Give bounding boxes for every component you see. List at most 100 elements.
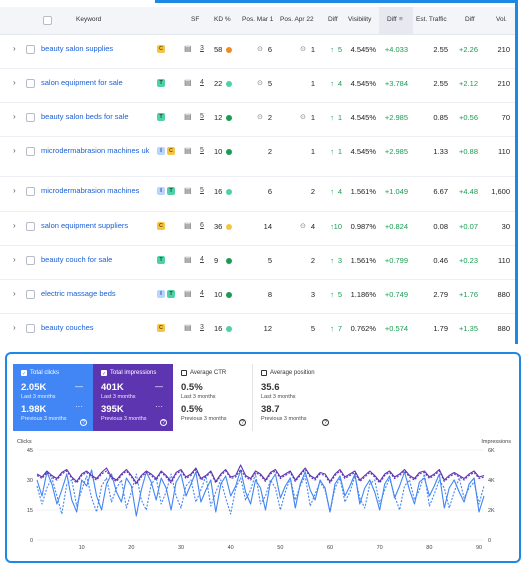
header-diff-traffic[interactable]: Diff: [465, 16, 475, 23]
row-checkbox[interactable]: [26, 147, 35, 156]
table-row[interactable]: › electric massage beds I T ▤ 4 10 8 3 ↑ 5 1.186% +0…: [0, 280, 515, 314]
serp-features-icon[interactable]: ▤: [184, 44, 192, 53]
location-pin-icon: ⊙: [300, 46, 306, 53]
header-sf[interactable]: SF: [191, 16, 200, 23]
checked-checkbox-icon[interactable]: ✓: [101, 370, 107, 377]
select-all-checkbox[interactable]: [43, 16, 52, 25]
series-line: [36, 464, 485, 484]
metric-card[interactable]: ✓ Total clicks 2.05K Last 3 months 1.98K Prev…: [13, 364, 93, 431]
kd-dot-icon: [226, 148, 232, 155]
keyword-link[interactable]: microdermabrasion machines uk: [41, 146, 150, 155]
serp-features-icon[interactable]: ▤: [184, 78, 192, 87]
table-row[interactable]: › beauty salon beds for sale T ▤ 5 12 ⊙ 2 ⊙ 1 ↑ 1 4.…: [0, 103, 515, 137]
sort-icon[interactable]: ≡: [399, 16, 403, 23]
visibility-diff: +0.799: [384, 256, 408, 265]
sf-count[interactable]: 4: [200, 79, 204, 86]
header-pos-apr[interactable]: Pos. Apr 22: [280, 16, 314, 23]
expand-chevron-icon[interactable]: ›: [13, 112, 16, 121]
serp-features-icon[interactable]: ▤: [184, 289, 192, 298]
pos-mar-value: 6: [267, 187, 272, 196]
keyword-link[interactable]: salon equipment suppliers: [41, 221, 129, 230]
sf-count[interactable]: 5: [200, 113, 204, 120]
keyword-link[interactable]: beauty couches: [41, 323, 94, 332]
header-diff-visibility[interactable]: Diff: [387, 16, 397, 23]
sorted-column-highlight: [379, 7, 413, 35]
table-row[interactable]: › microdermabrasion machines I T ▤ 5 16 6 2 ↑ 4 1.5…: [0, 177, 515, 212]
table-row[interactable]: › salon equipment for sale T ▤ 4 22 ⊙ 5 1 ↑ 4 4.545…: [0, 69, 515, 103]
table-row[interactable]: › beauty couches C ▤ 3 16 12 5 ↑ 7 0.762% +0.574 1.7…: [0, 314, 515, 344]
sf-count[interactable]: 4: [200, 256, 204, 263]
header-est-traffic[interactable]: Est. Traffic: [416, 16, 447, 23]
visibility-value: 4.545%: [350, 147, 376, 156]
keyword-link[interactable]: beauty couch for sale: [41, 255, 113, 264]
row-checkbox[interactable]: [26, 256, 35, 265]
checked-checkbox-icon[interactable]: ✓: [21, 370, 27, 377]
serp-features-icon[interactable]: ▤: [184, 112, 192, 121]
sf-count[interactable]: 4: [200, 290, 204, 297]
table-row[interactable]: › salon equipment suppliers C ▤ 6 36 14 ⊙ 4 ↑ 10 0.…: [0, 212, 515, 246]
unchecked-checkbox-icon[interactable]: [181, 370, 187, 376]
keyword-link[interactable]: microdermabrasion machines: [41, 186, 140, 195]
row-checkbox[interactable]: [26, 45, 35, 54]
x-tick-label: 20: [128, 545, 134, 551]
serp-features-icon[interactable]: ▤: [184, 323, 192, 332]
traffic-value: 6.67: [433, 187, 448, 196]
row-checkbox[interactable]: [26, 222, 35, 231]
expand-chevron-icon[interactable]: ›: [13, 44, 16, 53]
help-icon[interactable]: ?: [80, 419, 87, 426]
keyword-link[interactable]: salon equipment for sale: [41, 78, 123, 87]
table-row[interactable]: › microdermabrasion machines uk I C ▤ 5 10 2 1 ↑ 1…: [0, 137, 515, 177]
header-keyword[interactable]: Keyword: [76, 16, 102, 23]
help-icon[interactable]: ?: [322, 419, 329, 426]
solid-line-legend-icon: —: [75, 382, 83, 391]
metric-card[interactable]: ✓ Total impressions 401K Last 3 months 395K P…: [93, 364, 173, 431]
sf-count[interactable]: 3: [200, 45, 204, 52]
pos-mar-value: 12: [263, 324, 272, 333]
header-visibility[interactable]: Visibility: [348, 16, 372, 23]
y-tick-label-right: 4K: [488, 478, 495, 484]
row-checkbox[interactable]: [26, 290, 35, 299]
serp-features-icon[interactable]: ▤: [184, 221, 192, 230]
location-pin-icon: ⊙: [257, 80, 263, 87]
row-checkbox[interactable]: [26, 113, 35, 122]
kd-value: 12: [214, 113, 223, 122]
sf-count[interactable]: 5: [200, 187, 204, 194]
volume-value: 210: [497, 79, 510, 88]
sf-count[interactable]: 6: [200, 222, 204, 229]
y-tick-label-right: 6K: [488, 448, 495, 454]
table-row[interactable]: › beauty couch for sale T ▤ 4 9 5 2 ↑ 3 1.561% +0.7…: [0, 246, 515, 280]
expand-chevron-icon[interactable]: ›: [13, 78, 16, 87]
expand-chevron-icon[interactable]: ›: [13, 323, 16, 332]
row-checkbox[interactable]: [26, 187, 35, 196]
traffic-diff: +0.88: [459, 147, 478, 156]
dashed-line-legend-icon: ···: [75, 402, 83, 411]
serp-features-icon[interactable]: ▤: [184, 255, 192, 264]
header-diff[interactable]: Diff: [328, 16, 338, 23]
expand-chevron-icon[interactable]: ›: [13, 255, 16, 264]
keyword-link[interactable]: beauty salon supplies: [41, 44, 114, 53]
header-volume[interactable]: Vol.: [496, 16, 507, 23]
keyword-link[interactable]: electric massage beds: [41, 289, 116, 298]
unchecked-checkbox-icon[interactable]: [261, 370, 267, 376]
expand-chevron-icon[interactable]: ›: [13, 289, 16, 298]
serp-features-icon[interactable]: ▤: [184, 146, 192, 155]
row-checkbox[interactable]: [26, 79, 35, 88]
sf-count[interactable]: 5: [200, 147, 204, 154]
keyword-link[interactable]: beauty salon beds for sale: [41, 112, 129, 121]
metric-card[interactable]: Average position 35.6 Last 3 months 38.7 Pre…: [253, 364, 335, 431]
row-checkbox[interactable]: [26, 324, 35, 333]
help-icon[interactable]: ?: [239, 419, 246, 426]
table-row[interactable]: › beauty salon supplies C ▤ 3 58 ⊙ 6 ⊙ 1 ↑ 5 4.545% +…: [0, 35, 515, 69]
expand-chevron-icon[interactable]: ›: [13, 186, 16, 195]
sf-count[interactable]: 3: [200, 324, 204, 331]
help-icon[interactable]: ?: [160, 419, 167, 426]
header-pos-mar[interactable]: Pos. Mar 1: [242, 16, 274, 23]
y-tick-label-left: 0: [30, 538, 33, 544]
volume-value: 110: [498, 256, 510, 265]
expand-chevron-icon[interactable]: ›: [13, 221, 16, 230]
visibility-diff: +1.049: [384, 187, 408, 196]
expand-chevron-icon[interactable]: ›: [13, 146, 16, 155]
serp-features-icon[interactable]: ▤: [184, 186, 192, 195]
header-kd[interactable]: KD %: [214, 16, 231, 23]
metric-card[interactable]: Average CTR 0.5% Last 3 months 0.5% Previous…: [173, 364, 253, 431]
